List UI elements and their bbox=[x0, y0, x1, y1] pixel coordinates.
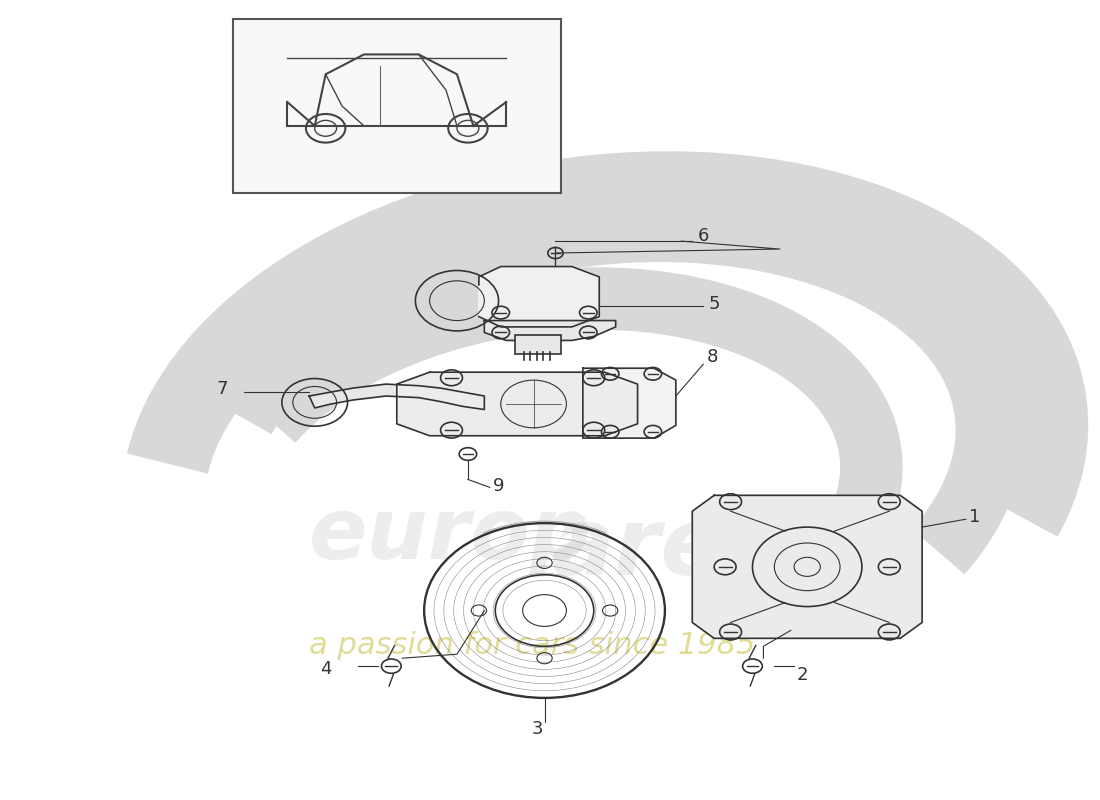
Text: 7: 7 bbox=[217, 381, 228, 398]
Text: ares: ares bbox=[550, 502, 781, 594]
Polygon shape bbox=[309, 384, 484, 410]
Text: 8: 8 bbox=[706, 348, 718, 366]
Text: a passion for cars since 1985: a passion for cars since 1985 bbox=[309, 631, 756, 660]
Text: 1: 1 bbox=[969, 507, 980, 526]
Text: 9: 9 bbox=[493, 478, 505, 495]
Text: 4: 4 bbox=[320, 660, 332, 678]
Text: europ: europ bbox=[309, 494, 592, 577]
Text: 3: 3 bbox=[531, 720, 543, 738]
Text: 6: 6 bbox=[697, 227, 710, 245]
Text: 5: 5 bbox=[708, 294, 720, 313]
Text: 2: 2 bbox=[796, 666, 807, 685]
Polygon shape bbox=[478, 266, 600, 327]
Polygon shape bbox=[692, 495, 922, 638]
FancyBboxPatch shape bbox=[515, 335, 561, 354]
Polygon shape bbox=[583, 368, 675, 438]
FancyBboxPatch shape bbox=[232, 18, 561, 194]
Polygon shape bbox=[397, 372, 638, 436]
Polygon shape bbox=[484, 321, 616, 341]
